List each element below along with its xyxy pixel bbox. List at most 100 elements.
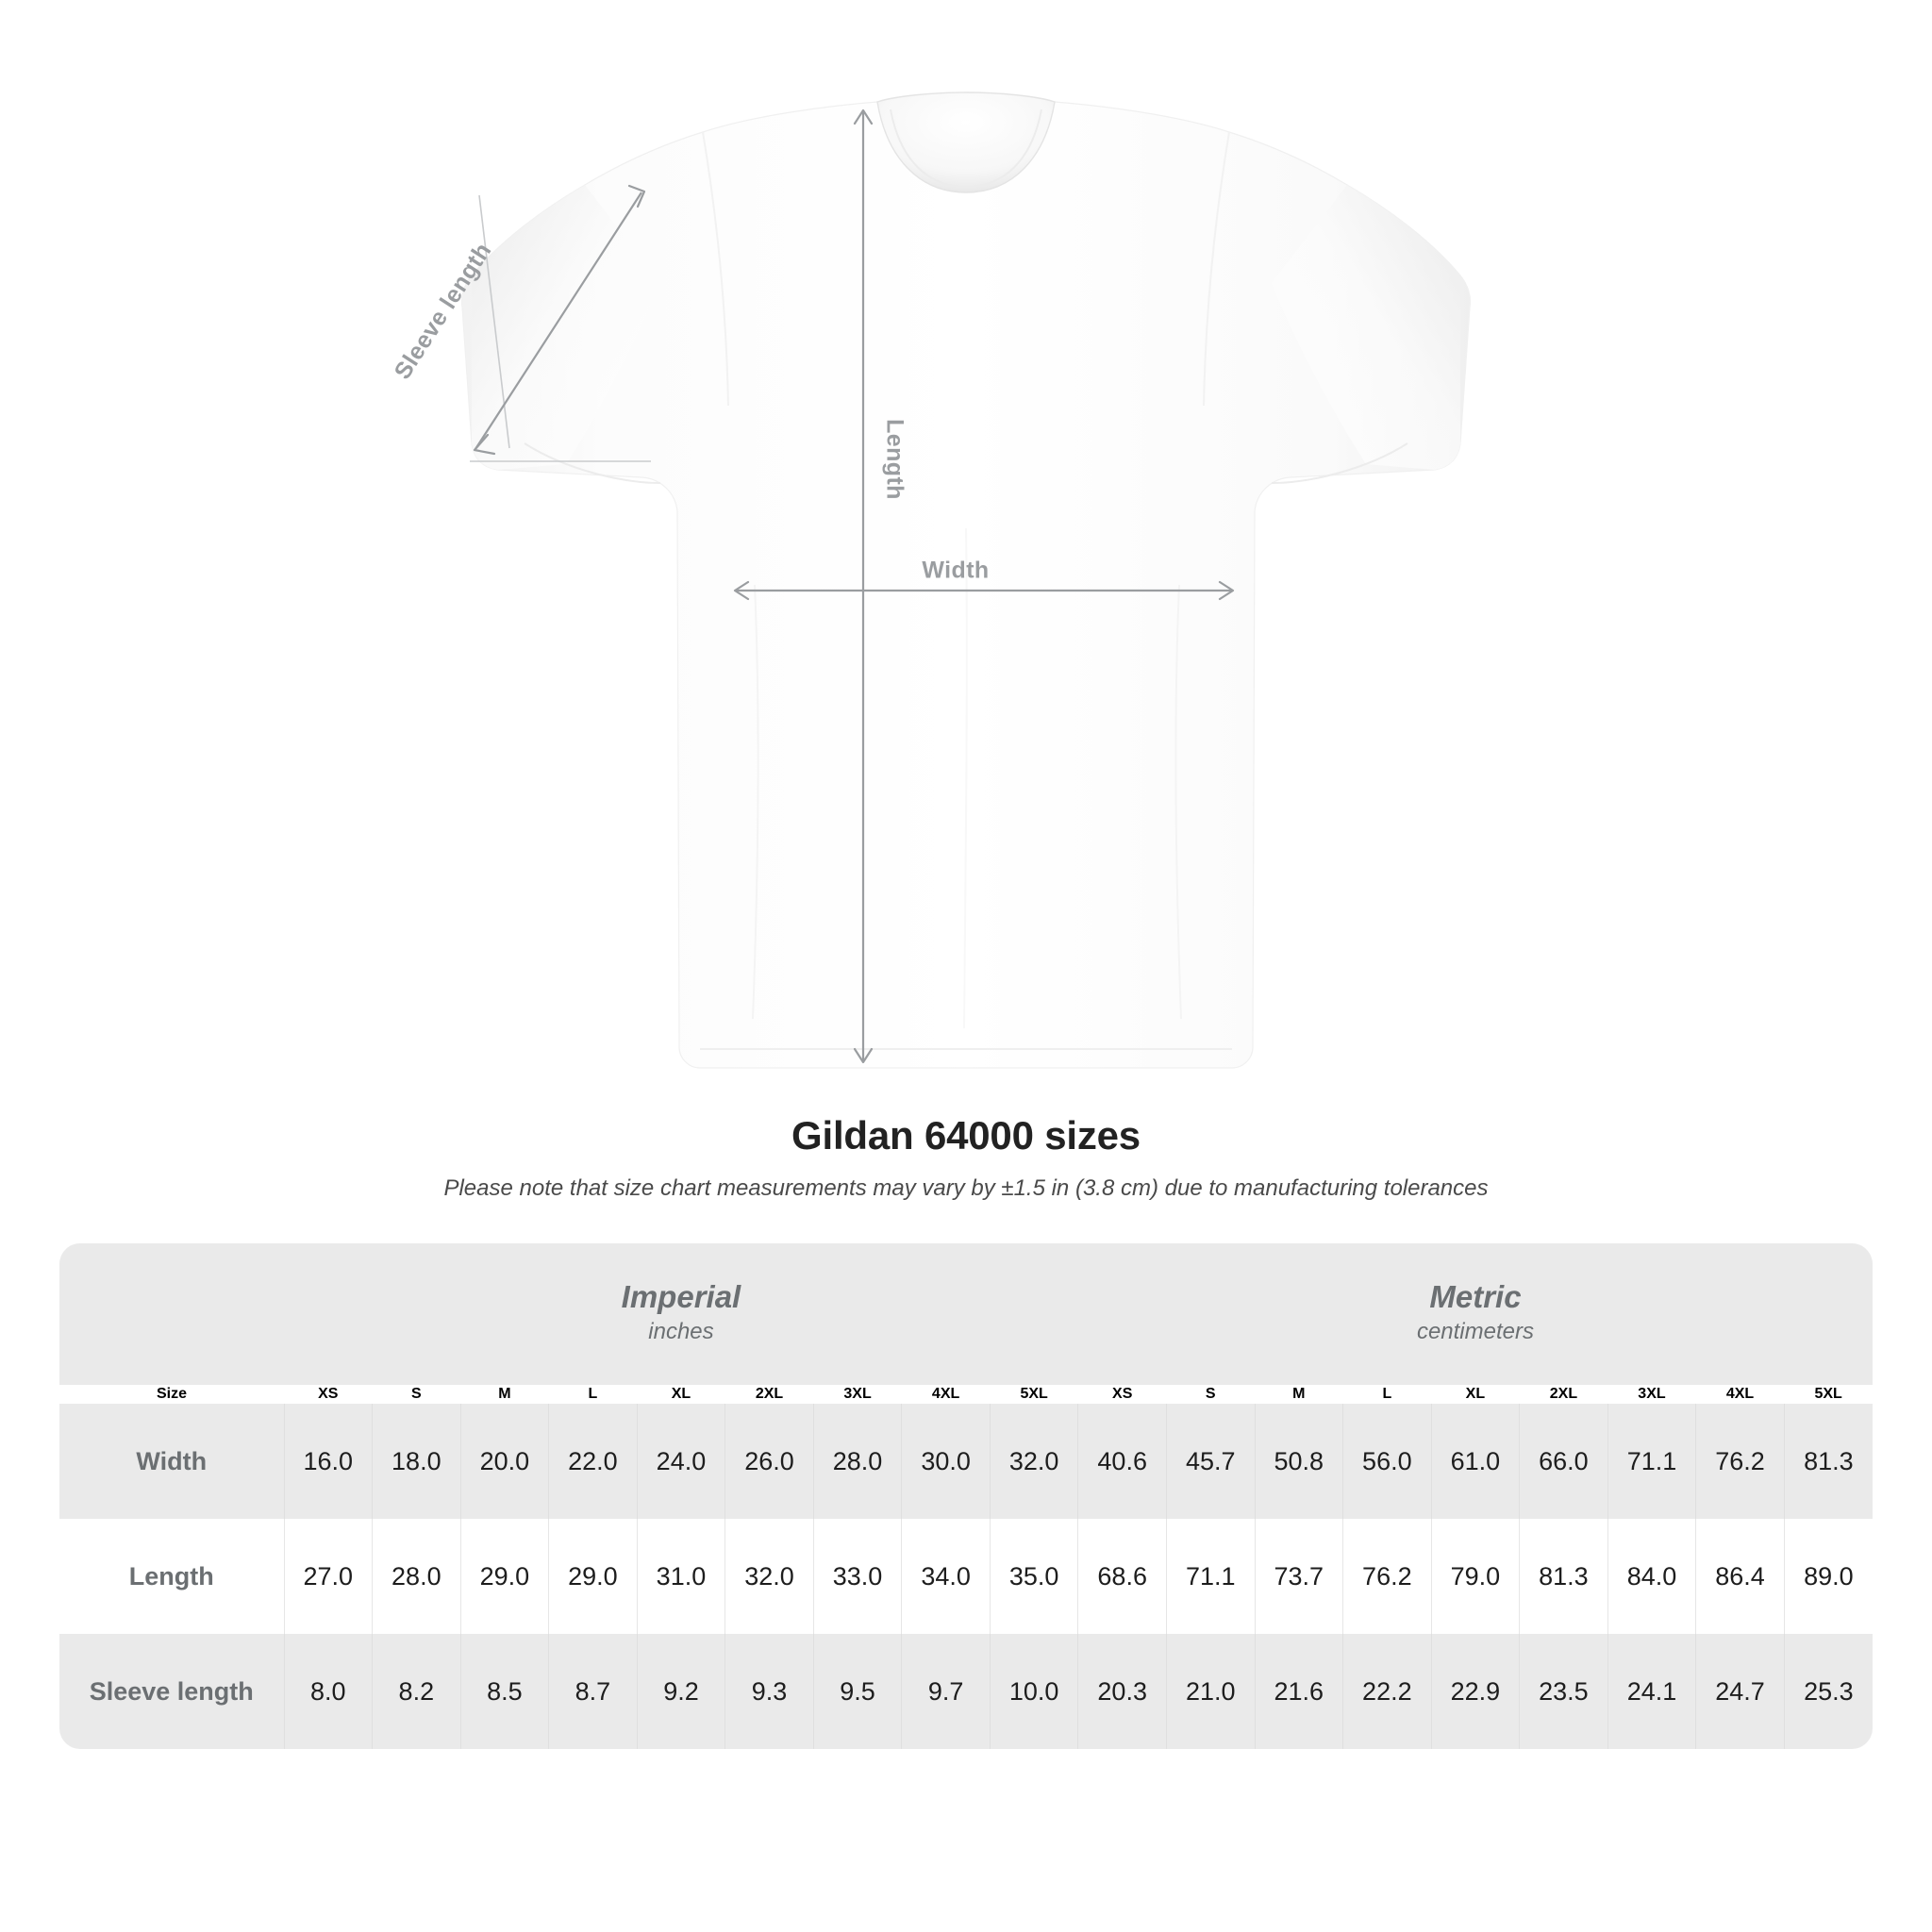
measurement-cell: 61.0 [1431,1404,1521,1519]
unit-group-metric-name: Metric [1429,1279,1522,1315]
size-column-header: S [410,1386,422,1402]
table-row: Width 16.0 18.0 20.0 22.0 24.0 26.0 28.0 30.0 32.… [59,1404,1873,1519]
measurement-cell: 29.0 [548,1519,638,1634]
table-row: Sleeve length 8.0 8.2 8.5 8.7 9.2 9.3 9.5 9.7 10.… [59,1634,1873,1749]
unit-group-metric: Metric centimeters [1077,1243,1873,1385]
measurement-cell: 20.0 [460,1404,550,1519]
measurement-cell: 9.5 [813,1634,903,1749]
measurement-cell: 32.0 [724,1519,814,1634]
size-column-header: M [1292,1386,1306,1402]
measurement-cell: 81.3 [1519,1519,1608,1634]
measurement-cell: 45.7 [1166,1404,1256,1519]
measurement-cell: 81.3 [1784,1404,1873,1519]
size-row-header-label: Size [156,1386,187,1402]
width-arrow-right [1218,580,1235,601]
size-column-header: 5XL [1020,1386,1048,1402]
size-header-row: Size XS S M L XL 2XL 3XL 4XL 5XL XS S M L XL 2XL 3XL 4XL… [59,1385,1873,1404]
measurement-cell: 30.0 [901,1404,991,1519]
title-block: Gildan 64000 sizes Please note that size… [0,1113,1932,1202]
sleeve-arrow-top [627,184,646,208]
measurement-cell: 22.9 [1431,1634,1521,1749]
unit-system-header-row: Imperial inches Metric centimeters [59,1243,1873,1385]
width-arrow-left [733,580,750,601]
size-chart-table: Imperial inches Metric centimeters Size … [59,1243,1873,1749]
unit-group-imperial: Imperial inches [284,1243,1078,1385]
measurement-cell: 25.3 [1784,1634,1873,1749]
size-chart-table-wrapper: Imperial inches Metric centimeters Size … [59,1243,1873,1749]
tolerance-note: Please note that size chart measurements… [443,1175,1489,1201]
measurement-cell: 22.0 [548,1404,638,1519]
measurement-cell: 32.0 [990,1404,1079,1519]
size-column-header: 2XL [1549,1386,1578,1402]
measurement-cell: 24.1 [1607,1634,1697,1749]
size-chart-body: Width 16.0 18.0 20.0 22.0 24.0 26.0 28.0 30.0 32.… [59,1404,1873,1749]
measurement-cell: 16.0 [284,1404,374,1519]
measurement-cell: 76.2 [1695,1404,1785,1519]
measurement-cell: 8.7 [548,1634,638,1749]
page-title: Gildan 64000 sizes [791,1113,1141,1158]
tshirt-illustration-svg [460,92,1472,1069]
measurement-cell: 35.0 [990,1519,1079,1634]
unit-header-spacer [59,1243,284,1385]
measurement-cell: 9.2 [637,1634,726,1749]
length-label: Length [881,419,908,500]
sleeve-arrow-bottom [473,433,496,456]
size-column-header: S [1205,1386,1216,1402]
measurement-cell: 27.0 [284,1519,374,1634]
measurement-cell: 26.0 [724,1404,814,1519]
measurement-cell: 20.3 [1077,1634,1167,1749]
width-label: Width [922,557,990,584]
measurement-cell: 76.2 [1342,1519,1432,1634]
measurement-cell: 31.0 [637,1519,726,1634]
unit-group-metric-unit: centimeters [1416,1318,1534,1344]
measurement-cell: 28.0 [813,1404,903,1519]
measurement-cell: 86.4 [1695,1519,1785,1634]
table-row: Length 27.0 28.0 29.0 29.0 31.0 32.0 33.0 34.0 35… [59,1519,1873,1634]
measurement-cell: 29.0 [460,1519,550,1634]
measurement-cell: 68.6 [1077,1519,1167,1634]
measurement-row-label: Length [59,1519,285,1634]
size-column-header: 4XL [931,1386,960,1402]
measurement-lines [470,108,1235,1064]
measurement-cell: 73.7 [1255,1519,1344,1634]
measurement-cell: 56.0 [1342,1404,1432,1519]
size-column-header: XL [671,1386,691,1402]
measurement-cell: 84.0 [1607,1519,1697,1634]
measurement-cell: 71.1 [1166,1519,1256,1634]
size-column-header: L [588,1386,598,1402]
measurement-cell: 21.6 [1255,1634,1344,1749]
measurement-cell: 24.7 [1695,1634,1785,1749]
size-column-header: XL [1465,1386,1486,1402]
size-column-header: 2XL [755,1386,784,1402]
measurement-cell: 18.0 [372,1404,461,1519]
measurement-row-label: Width [59,1404,285,1519]
sleeve-line [475,192,642,450]
size-column-header: 3XL [1638,1386,1666,1402]
measurement-cell: 8.5 [460,1634,550,1749]
measurement-cell: 34.0 [901,1519,991,1634]
measurement-cell: 21.0 [1166,1634,1256,1749]
measurement-cell: 22.2 [1342,1634,1432,1749]
unit-group-imperial-name: Imperial [621,1279,741,1315]
measurement-cell: 8.2 [372,1634,461,1749]
measurement-cell: 23.5 [1519,1634,1608,1749]
size-column-header: 5XL [1814,1386,1842,1402]
length-arrow-bottom [853,1047,874,1064]
size-column-header: 4XL [1725,1386,1755,1402]
measurement-cell: 8.0 [284,1634,374,1749]
measurement-cell: 28.0 [372,1519,461,1634]
measurement-cell: 10.0 [990,1634,1079,1749]
size-column-header: XS [1112,1386,1133,1402]
tshirt-body-shape [460,92,1472,1069]
measurement-cell: 89.0 [1784,1519,1873,1634]
measurement-cell: 79.0 [1431,1519,1521,1634]
unit-group-imperial-unit: inches [648,1318,714,1344]
measurement-cell: 33.0 [813,1519,903,1634]
measurement-cell: 24.0 [637,1404,726,1519]
measurement-cell: 50.8 [1255,1404,1344,1519]
measurement-cell: 9.3 [724,1634,814,1749]
tshirt-diagram: Sleeve length Length Width [389,92,1472,1069]
length-arrow-top [853,108,874,125]
measurement-cell: 71.1 [1607,1404,1697,1519]
size-column-header: XS [318,1386,339,1402]
